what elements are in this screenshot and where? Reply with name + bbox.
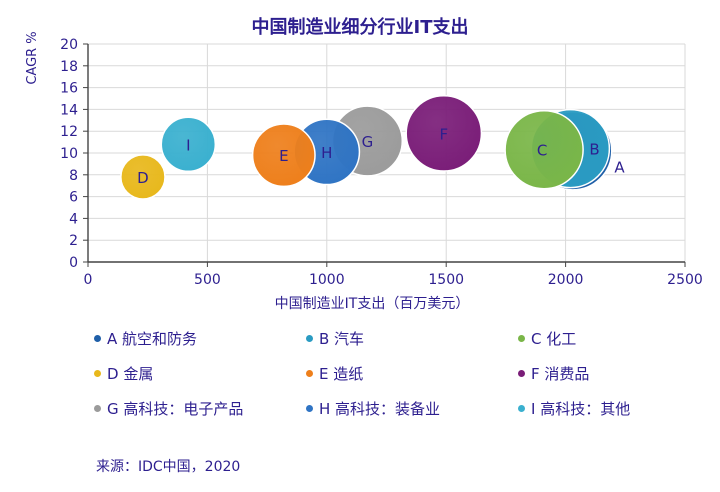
y-tick-label: 2 xyxy=(69,233,78,249)
legend-item-h: H 高科技：装备业 xyxy=(306,398,440,419)
legend-dot-g xyxy=(94,405,101,412)
bubble-c xyxy=(504,109,584,190)
source-note: 来源：IDC中国，2020 xyxy=(96,459,241,475)
bubble-label-e: E xyxy=(279,147,288,165)
bubble-e xyxy=(251,123,316,188)
chart-title: 中国制造业细分行业IT支出 xyxy=(252,16,469,38)
legend-dot-c xyxy=(518,335,525,342)
y-tick-label: 10 xyxy=(60,146,78,162)
bubble-label-f: F xyxy=(439,125,448,143)
legend-label-c: C 化工 xyxy=(531,330,577,348)
legend-item-c: C 化工 xyxy=(518,328,576,349)
legend-label-a: A 航空和防务 xyxy=(107,330,198,348)
legend-label-d: D 金属 xyxy=(107,365,154,383)
legend-dot-b xyxy=(306,335,313,342)
legend-item-f: F 消费品 xyxy=(518,363,589,384)
bubble-label-h: H xyxy=(321,144,332,162)
legend-label-e: E 造纸 xyxy=(319,365,364,383)
legend-item-e: E 造纸 xyxy=(306,363,363,384)
legend-dot-f xyxy=(518,370,525,377)
y-tick-label: 6 xyxy=(69,190,78,206)
bubble-chart: 0 2 4 6 8 10 12 14 16 18 20 0 500 1000 1500 2000 2500 中国制… xyxy=(25,16,703,310)
legend-dot-e xyxy=(306,370,313,377)
bubble-label-b: B xyxy=(589,141,599,159)
x-tick-label: 2500 xyxy=(667,272,703,288)
y-tick-label: 16 xyxy=(60,81,78,97)
legend-item-i: I 高科技：其他 xyxy=(518,398,630,419)
bubble-label-a: A xyxy=(614,158,625,176)
legend-label-h: H 高科技：装备业 xyxy=(319,400,441,418)
legend-label-f: F 消费品 xyxy=(531,365,590,383)
legend-label-i: I 高科技：其他 xyxy=(531,400,631,418)
bubble-label-g: G xyxy=(362,133,374,151)
y-tick-label: 18 xyxy=(60,59,78,75)
legend-item-g: G 高科技：电子产品 xyxy=(94,398,243,419)
bubble-i xyxy=(160,116,217,173)
y-tick-label: 4 xyxy=(69,211,78,227)
x-tick-label: 500 xyxy=(194,272,221,288)
x-axis-label: 中国制造业IT支出（百万美元） xyxy=(275,296,470,310)
x-tick-label: 2000 xyxy=(548,272,584,288)
bubble-label-i: I xyxy=(186,136,190,154)
y-tick-label: 12 xyxy=(60,124,78,140)
legend-dot-h xyxy=(306,405,313,412)
bubble-d xyxy=(120,154,166,200)
bubble-f xyxy=(405,95,483,172)
x-tick-label: 1500 xyxy=(428,272,464,288)
legend-item-b: B 汽车 xyxy=(306,328,364,349)
legend-dot-a xyxy=(94,335,101,342)
y-tick-label: 20 xyxy=(60,37,78,53)
y-tick-label: 0 xyxy=(69,255,78,271)
legend-dot-i xyxy=(518,405,525,412)
y-axis-label: CAGR % xyxy=(25,31,40,84)
y-tick-label: 8 xyxy=(69,168,78,184)
legend-item-a: A 航空和防务 xyxy=(94,328,197,349)
legend-dot-d xyxy=(94,370,101,377)
bubble-label-c: C xyxy=(537,142,547,160)
legend-label-b: B 汽车 xyxy=(319,330,365,348)
legend-item-d: D 金属 xyxy=(94,363,153,384)
bubble-label-d: D xyxy=(137,169,149,187)
x-tick-label: 1000 xyxy=(309,272,345,288)
y-tick-label: 14 xyxy=(60,102,78,118)
legend-label-g: G 高科技：电子产品 xyxy=(107,400,244,418)
x-tick-label: 0 xyxy=(84,272,93,288)
